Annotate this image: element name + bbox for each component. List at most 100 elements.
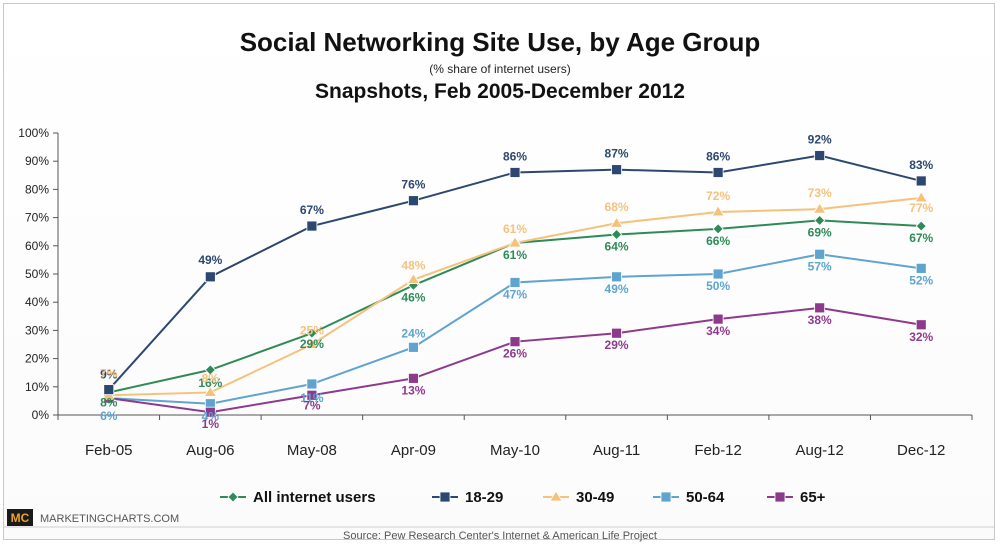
data-point-s4-7 bbox=[814, 302, 826, 314]
legend-label-2: 30-49 bbox=[576, 489, 614, 506]
data-label-s3-5: 49% bbox=[605, 282, 629, 296]
data-label-s4-5: 29% bbox=[605, 338, 629, 352]
data-label-s1-5: 87% bbox=[605, 147, 629, 161]
legend-marker-2 bbox=[549, 490, 563, 502]
y-tick-label: 90% bbox=[25, 154, 49, 168]
axes: 0% 10% 20% 30% 40% 50% 60% 70% 80% 90% 100% Feb-05 A… bbox=[18, 126, 973, 459]
data-point-s0-7 bbox=[814, 214, 826, 226]
data-label-s0-8: 67% bbox=[909, 231, 933, 245]
data-label-s0-5: 64% bbox=[605, 240, 629, 254]
data-point-s3-4 bbox=[509, 277, 521, 288]
chart-subtitle: (% share of internet users) bbox=[429, 62, 570, 76]
legend-marker-1 bbox=[439, 491, 451, 503]
data-point-s2-4 bbox=[508, 236, 522, 248]
data-point-s4-1 bbox=[204, 406, 216, 418]
y-tick-label: 70% bbox=[25, 211, 49, 225]
y-tick-label: 30% bbox=[25, 323, 49, 337]
data-label-s0-2: 29% bbox=[300, 337, 324, 351]
x-tick-label: Feb-05 bbox=[85, 442, 133, 459]
data-point-s1-1 bbox=[204, 271, 216, 283]
data-label-s4-1: 1% bbox=[202, 417, 220, 431]
data-point-s1-4 bbox=[509, 167, 521, 178]
data-point-s1-8 bbox=[915, 175, 927, 187]
data-label-s4-2: 7% bbox=[303, 398, 321, 412]
data-label-s3-2: 11% bbox=[300, 391, 324, 405]
data-label-s3-0: 6% bbox=[100, 409, 118, 423]
data-label-s2-1: 8% bbox=[202, 371, 220, 385]
data-point-s2-8 bbox=[914, 191, 928, 203]
data-point-s1-0 bbox=[103, 384, 115, 396]
data-label-s1-0: 9% bbox=[100, 368, 118, 382]
data-label-s1-1: 49% bbox=[198, 253, 222, 267]
data-point-s3-2 bbox=[306, 378, 318, 390]
data-label-s2-4: 61% bbox=[503, 222, 527, 236]
data-point-s4-8 bbox=[915, 319, 927, 331]
x-tick-label: May-10 bbox=[490, 442, 540, 459]
y-tick-label: 20% bbox=[25, 352, 49, 366]
data-label-s2-7: 73% bbox=[808, 186, 832, 200]
legend-label-3: 50-64 bbox=[686, 489, 725, 506]
legend-marker-0 bbox=[227, 491, 239, 503]
data-labels: 8%16%29%46%61%64% 66%69% 67%9%49%67%76%86%… bbox=[100, 133, 933, 432]
data-label-s0-4: 61% bbox=[503, 248, 527, 262]
data-point-s4-6 bbox=[712, 313, 724, 325]
series-line-3 bbox=[108, 253, 922, 405]
data-label-s3-3: 24% bbox=[401, 326, 425, 340]
data-label-s2-2: 25% bbox=[300, 324, 324, 338]
data-point-s1-7 bbox=[814, 150, 826, 161]
data-point-s3-8 bbox=[915, 262, 927, 274]
data-label-s0-1: 16% bbox=[198, 376, 222, 390]
data-label-s4-3: 13% bbox=[401, 383, 425, 397]
x-tick-label: Feb-12 bbox=[694, 442, 742, 459]
data-label-s1-7: 92% bbox=[808, 133, 832, 147]
data-label-s0-7: 69% bbox=[808, 225, 832, 239]
data-point-s2-3 bbox=[406, 272, 421, 285]
y-tick-label: 0% bbox=[32, 408, 50, 422]
y-tick-label: 40% bbox=[25, 295, 49, 309]
brand-logo-text: MC bbox=[11, 511, 30, 525]
data-point-s3-5 bbox=[611, 271, 622, 283]
brand-logo-box bbox=[7, 509, 33, 526]
data-point-s4-3 bbox=[408, 372, 419, 384]
y-tick-label: 80% bbox=[25, 182, 49, 196]
data-label-s3-4: 47% bbox=[503, 287, 527, 301]
x-tick-label: Dec-12 bbox=[897, 442, 945, 459]
data-label-s0-0: 8% bbox=[100, 395, 118, 409]
data-point-s3-3 bbox=[408, 341, 419, 353]
data-point-s0-8 bbox=[915, 220, 927, 232]
data-label-s2-3: 48% bbox=[401, 259, 425, 273]
data-label-s3-1: 4% bbox=[202, 410, 220, 424]
legend-label-4: 65+ bbox=[800, 489, 826, 506]
brand-site-name: MARKETINGCHARTS.COM bbox=[40, 513, 179, 525]
data-point-s0-6 bbox=[712, 223, 724, 235]
data-point-s3-7 bbox=[814, 248, 826, 260]
data-point-s4-4 bbox=[509, 336, 521, 348]
data-label-s4-6: 34% bbox=[706, 324, 730, 338]
x-tick-label: Aug-06 bbox=[186, 442, 234, 459]
x-tick-label: Aug-11 bbox=[593, 442, 640, 459]
data-label-s1-4: 86% bbox=[503, 149, 527, 163]
chart-subtitle-2: Snapshots, Feb 2005-December 2012 bbox=[315, 80, 685, 103]
data-point-s0-5 bbox=[610, 228, 623, 241]
data-label-s2-8: 77% bbox=[909, 201, 933, 215]
x-tick-label: Apr-09 bbox=[391, 442, 436, 459]
data-point-s2-7 bbox=[812, 202, 827, 214]
chart-title: Social Networking Site Use, by Age Group bbox=[240, 27, 761, 57]
data-label-s4-7: 38% bbox=[808, 313, 832, 327]
data-point-s1-6 bbox=[712, 167, 724, 178]
data-label-s1-3: 76% bbox=[401, 178, 425, 192]
legend-marker-3 bbox=[660, 491, 672, 503]
data-label-s0-6: 66% bbox=[706, 234, 730, 248]
data-label-s1-2: 67% bbox=[300, 203, 324, 217]
data-label-s2-0: 7% bbox=[100, 366, 118, 380]
brand-logo: MC bbox=[7, 509, 33, 526]
data-point-s3-6 bbox=[712, 268, 724, 280]
x-tick-label: May-08 bbox=[287, 442, 337, 459]
data-point-s2-6 bbox=[711, 205, 725, 217]
legend-label-1: 18-29 bbox=[465, 489, 503, 506]
data-point-s2-5 bbox=[609, 216, 624, 228]
data-label-s1-6: 86% bbox=[706, 149, 730, 163]
source-note: Source: Pew Research Center's Internet &… bbox=[343, 530, 657, 542]
data-point-s2-2 bbox=[305, 337, 319, 349]
y-tick-label: 10% bbox=[25, 380, 49, 394]
